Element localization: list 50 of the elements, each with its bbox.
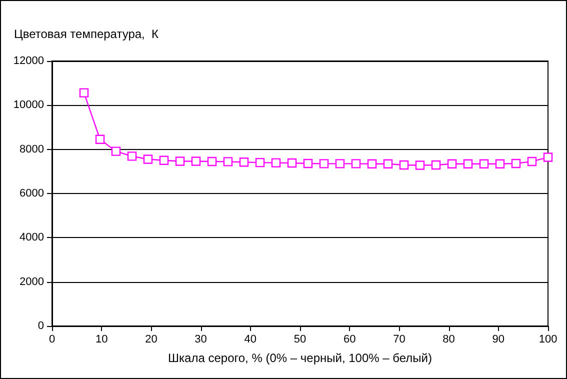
point bbox=[463, 159, 473, 169]
point bbox=[271, 158, 281, 168]
y-axis-title: Цветовая температура, К bbox=[14, 27, 159, 41]
x-tick-label: 0 bbox=[48, 334, 56, 346]
y-tick-label: 12000 bbox=[13, 55, 44, 67]
y-tick-label: 6000 bbox=[20, 188, 44, 200]
point bbox=[479, 159, 489, 169]
x-tick-label: 60 bbox=[343, 334, 356, 346]
point bbox=[495, 159, 505, 169]
point bbox=[351, 159, 361, 168]
point bbox=[431, 160, 441, 170]
point bbox=[175, 156, 185, 166]
point bbox=[447, 159, 457, 169]
point bbox=[191, 156, 201, 166]
x-axis-title: Шкала серого, % (0% – черный, 100% – белый) bbox=[168, 351, 432, 365]
point bbox=[399, 160, 409, 170]
point bbox=[367, 159, 377, 169]
point bbox=[287, 158, 297, 168]
x-tick-label: 30 bbox=[194, 334, 207, 346]
point bbox=[303, 158, 313, 168]
point bbox=[543, 152, 553, 162]
point bbox=[143, 154, 153, 164]
y-tick-label: 2000 bbox=[20, 276, 44, 288]
y-tick-label: 10000 bbox=[13, 99, 44, 112]
y-tick-label: 0 bbox=[38, 320, 44, 332]
point bbox=[223, 157, 233, 166]
point bbox=[207, 156, 217, 166]
y-tick-label: 4000 bbox=[20, 232, 44, 244]
x-tick-label: 20 bbox=[145, 334, 158, 346]
point bbox=[127, 152, 137, 161]
x-tick-label: 50 bbox=[294, 334, 306, 346]
point bbox=[79, 88, 89, 98]
x-tick-label: 90 bbox=[492, 334, 505, 346]
point bbox=[319, 159, 329, 168]
point bbox=[159, 156, 169, 165]
point bbox=[255, 158, 265, 168]
x-tick-label: 70 bbox=[393, 334, 406, 346]
point bbox=[111, 146, 121, 156]
point bbox=[383, 159, 393, 169]
point bbox=[511, 158, 521, 168]
point bbox=[239, 158, 249, 167]
point bbox=[335, 159, 345, 168]
x-tick-label: 80 bbox=[442, 334, 455, 346]
point bbox=[95, 134, 105, 144]
x-tick-label: 40 bbox=[244, 334, 257, 346]
point bbox=[415, 160, 425, 170]
x-tick-label: 100 bbox=[538, 334, 558, 346]
point bbox=[527, 156, 537, 166]
x-tick-label: 10 bbox=[95, 334, 108, 346]
y-tick-label: 8000 bbox=[20, 143, 44, 156]
